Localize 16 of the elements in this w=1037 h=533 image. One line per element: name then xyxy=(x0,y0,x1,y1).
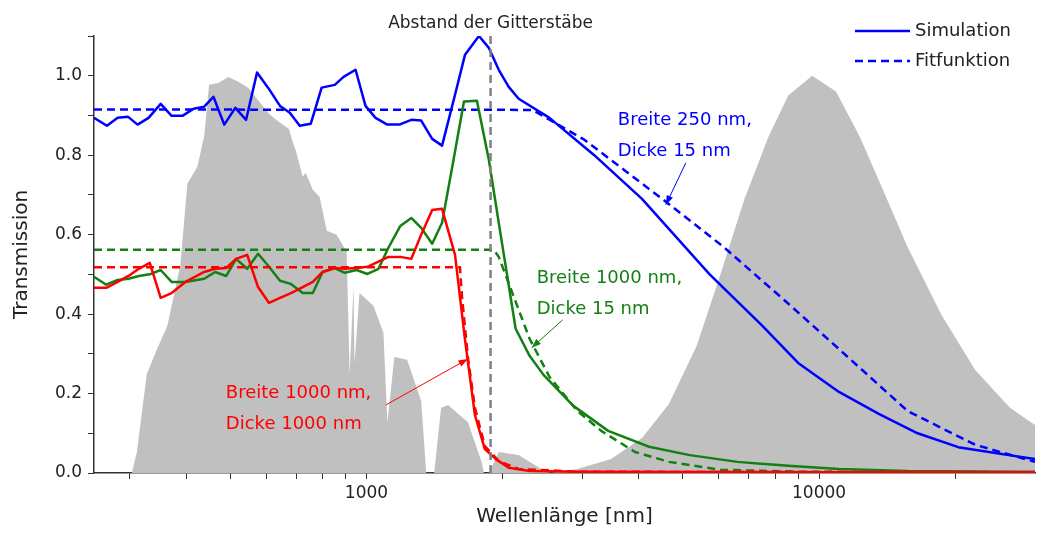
annotation: Breite 250 nm, Dicke 15 nm xyxy=(617,107,752,160)
y-tick-label: 0.6 xyxy=(54,223,82,244)
x-tick-label: 10000 xyxy=(792,481,847,502)
ref-line-label: Abstand der Gitterstäbe xyxy=(388,12,593,32)
y-tick-label: 0.2 xyxy=(54,381,82,402)
x-axis-title: Wellenlänge [nm] xyxy=(476,503,653,528)
annotation: Breite 1000 nm, Dicke 15 nm xyxy=(536,265,683,318)
y-tick-label: 0.0 xyxy=(54,461,82,482)
y-axis-title: Transmission xyxy=(8,189,33,321)
y-tick-label: 0.4 xyxy=(54,302,82,323)
legend-label: Fitfunktion xyxy=(915,48,1011,70)
y-tick-label: 1.0 xyxy=(54,64,82,85)
annotation: Breite 1000 nm, Dicke 1000 nm xyxy=(225,380,372,433)
y-tick-label: 0.8 xyxy=(54,143,82,164)
legend-label: Simulation xyxy=(915,18,1011,40)
x-tick-label: 1000 xyxy=(344,481,389,502)
